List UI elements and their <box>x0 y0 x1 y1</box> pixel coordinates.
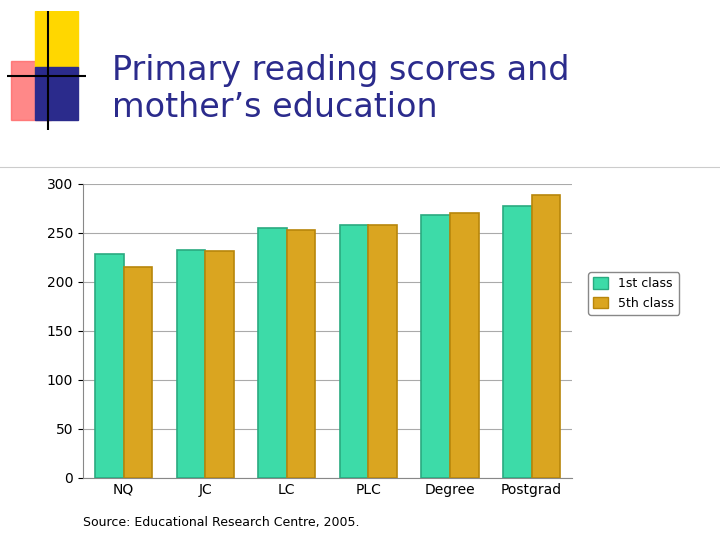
Bar <box>450 213 479 478</box>
Bar <box>35 11 78 76</box>
Bar <box>176 251 205 478</box>
Bar <box>369 225 397 478</box>
Bar <box>205 251 234 478</box>
Bar <box>95 254 124 478</box>
Bar <box>35 66 78 120</box>
Text: Primary reading scores and
mother’s education: Primary reading scores and mother’s educ… <box>112 54 569 124</box>
Bar <box>531 195 560 478</box>
Bar <box>258 228 287 478</box>
Text: Source: Educational Research Centre, 2005.: Source: Educational Research Centre, 200… <box>83 516 359 529</box>
Bar <box>421 215 450 478</box>
Legend: 1st class, 5th class: 1st class, 5th class <box>588 272 680 314</box>
Bar <box>12 60 50 120</box>
Bar <box>287 230 315 478</box>
Bar <box>124 267 152 478</box>
Bar <box>340 225 369 478</box>
Bar <box>503 206 531 478</box>
